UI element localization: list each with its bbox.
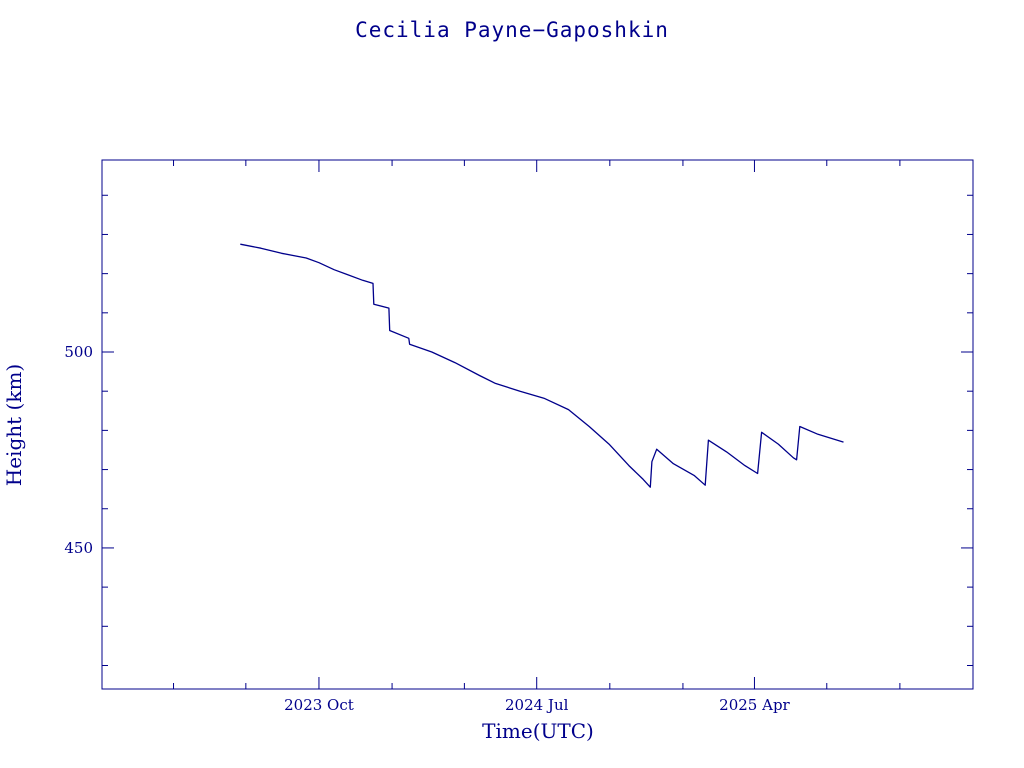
- x-tick-labels: 2023 Oct 2024 Jul 2025 Apr: [284, 696, 790, 714]
- x-axis-title: Time(UTC): [482, 719, 594, 743]
- x-tick-label: 2025 Apr: [719, 696, 790, 714]
- y-axis-title: Height (km): [2, 364, 26, 486]
- plot-frame: [101, 159, 974, 690]
- y-tick-label: 500: [64, 343, 93, 361]
- x-tick-label: 2024 Jul: [505, 696, 569, 714]
- height-series-line: [240, 243, 844, 488]
- axis-ticks: [102, 160, 973, 689]
- x-tick-label: 2023 Oct: [284, 696, 354, 714]
- y-tick-labels: 450 500: [64, 343, 93, 557]
- y-tick-label: 450: [64, 539, 93, 557]
- chart-title: Cecilia Payne−Gaposhkin: [355, 18, 669, 42]
